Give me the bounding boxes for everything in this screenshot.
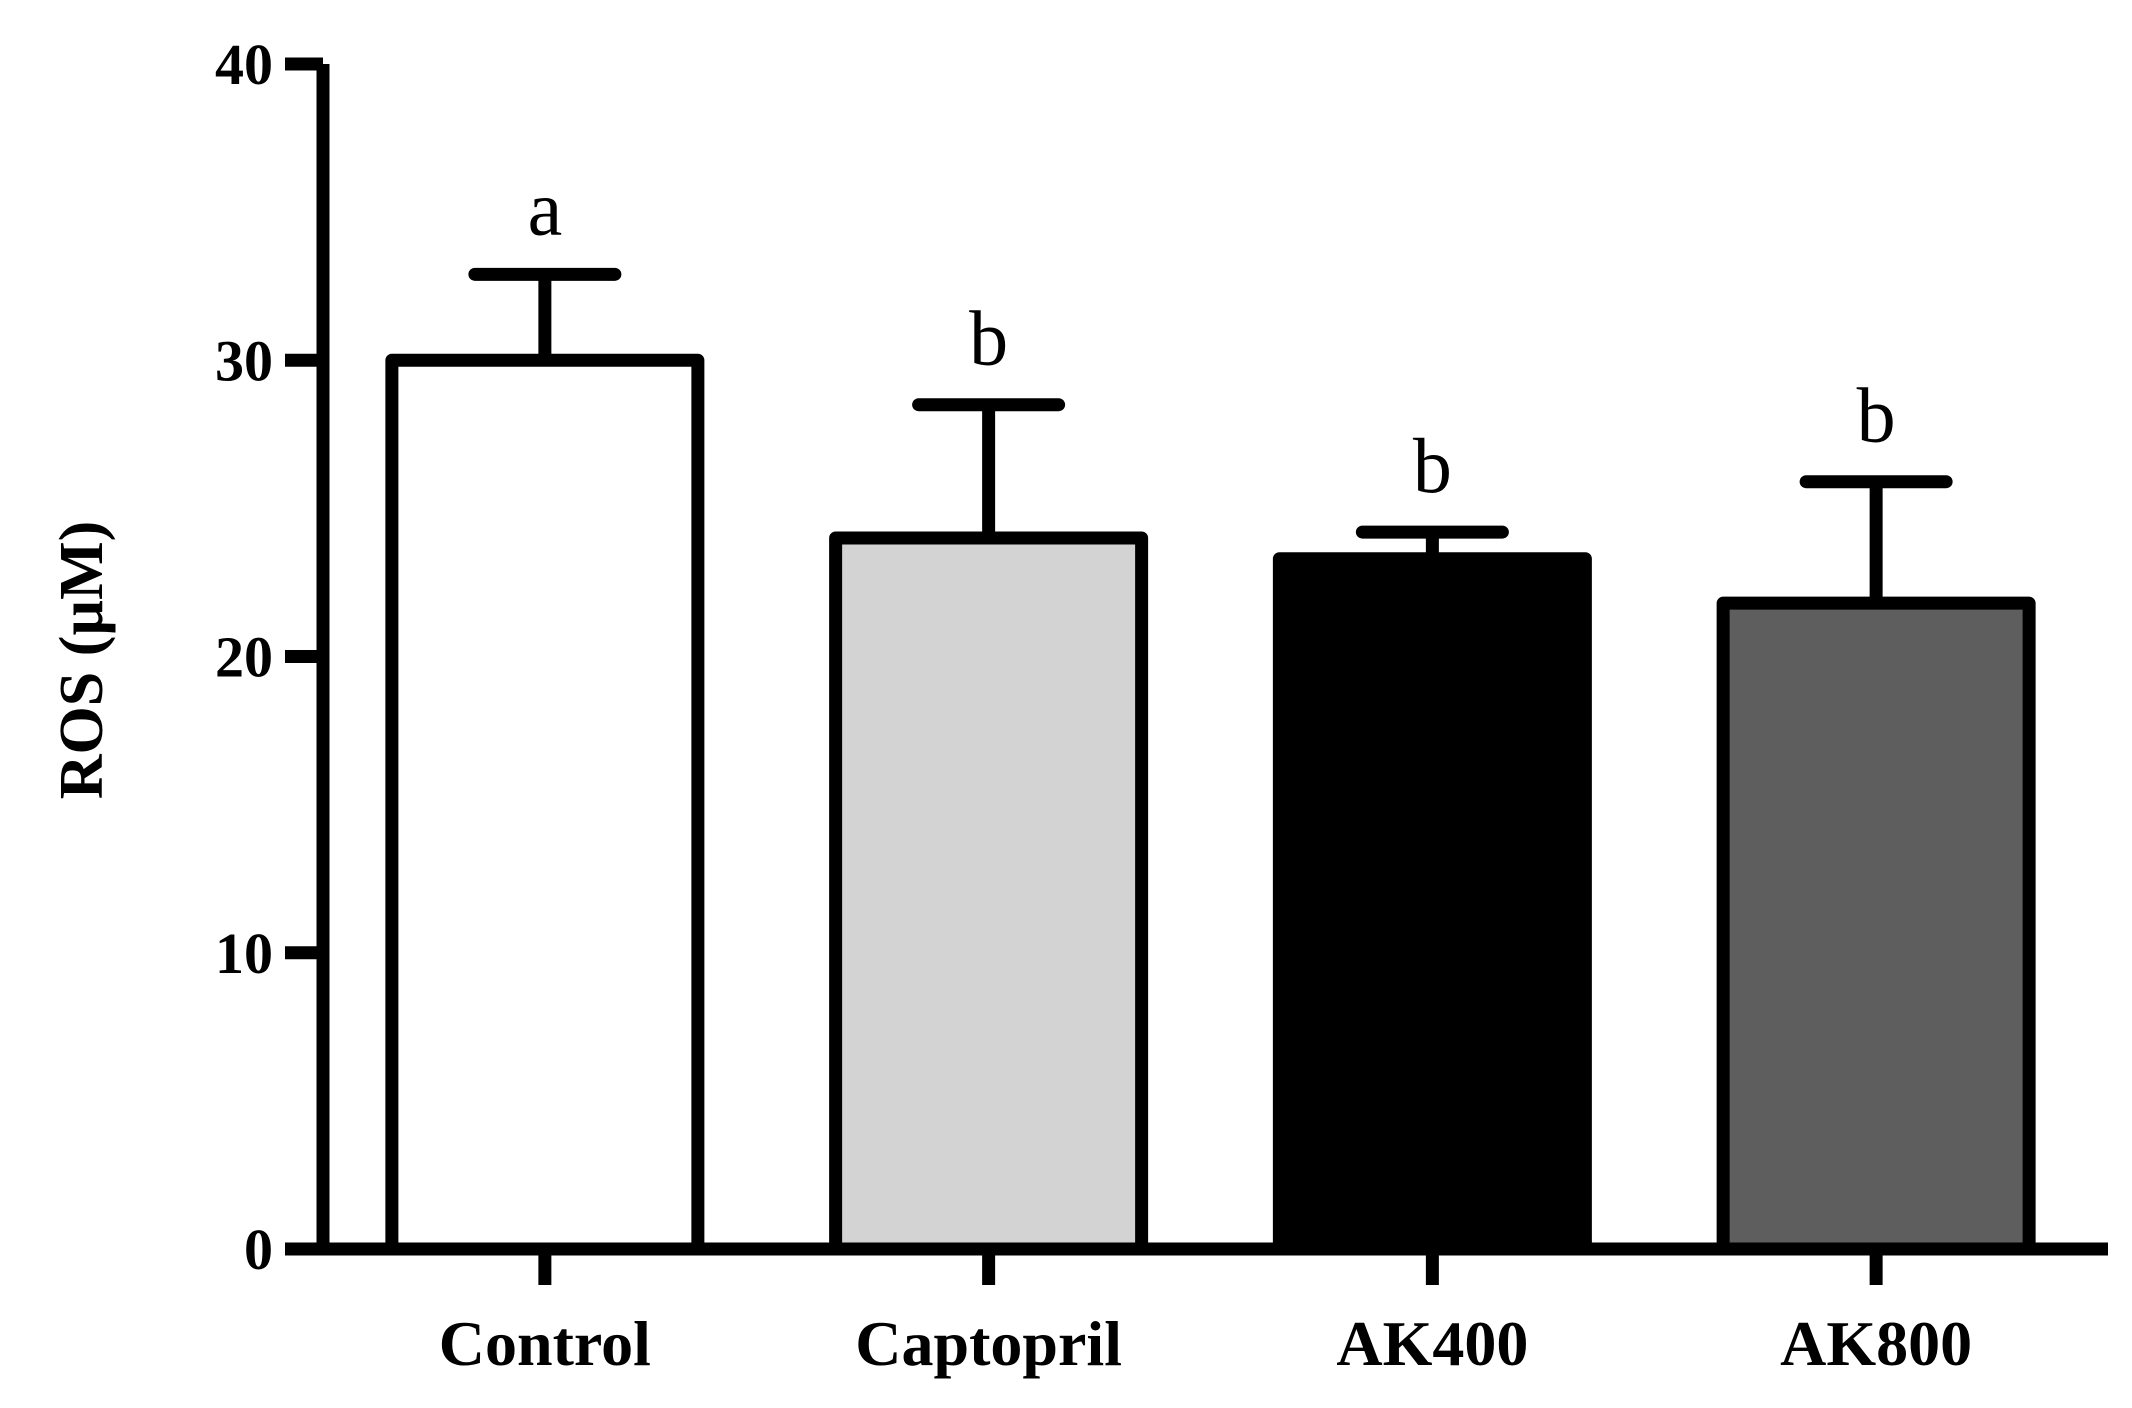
y-tick-label: 30 bbox=[215, 328, 273, 393]
bar-ak400 bbox=[1272, 552, 1592, 1256]
y-axis-title: ROS (µM) bbox=[48, 521, 116, 800]
y-tick-label: 10 bbox=[215, 921, 273, 986]
x-tick-label: Control bbox=[439, 1308, 651, 1379]
y-tick-label: 20 bbox=[215, 625, 273, 690]
significance-label: a bbox=[528, 164, 563, 251]
significance-label: b bbox=[969, 295, 1008, 382]
y-tick-label: 0 bbox=[244, 1217, 273, 1282]
bar-ak800 bbox=[1716, 596, 2036, 1256]
labels: a Control b Captopril b AK400 b AK800 bbox=[439, 164, 1972, 1379]
x-tick-label: Captopril bbox=[855, 1308, 1122, 1379]
x-tick-label: AK400 bbox=[1336, 1308, 1528, 1379]
y-axis: 0 10 20 30 40 bbox=[215, 32, 330, 1282]
y-tick-label: 40 bbox=[215, 32, 273, 97]
bar-captopril bbox=[829, 531, 1149, 1256]
significance-label: b bbox=[1413, 422, 1452, 509]
bars bbox=[385, 267, 2036, 1256]
x-tick-label: AK800 bbox=[1780, 1308, 1972, 1379]
bar-control bbox=[385, 353, 705, 1256]
significance-label: b bbox=[1857, 372, 1896, 459]
